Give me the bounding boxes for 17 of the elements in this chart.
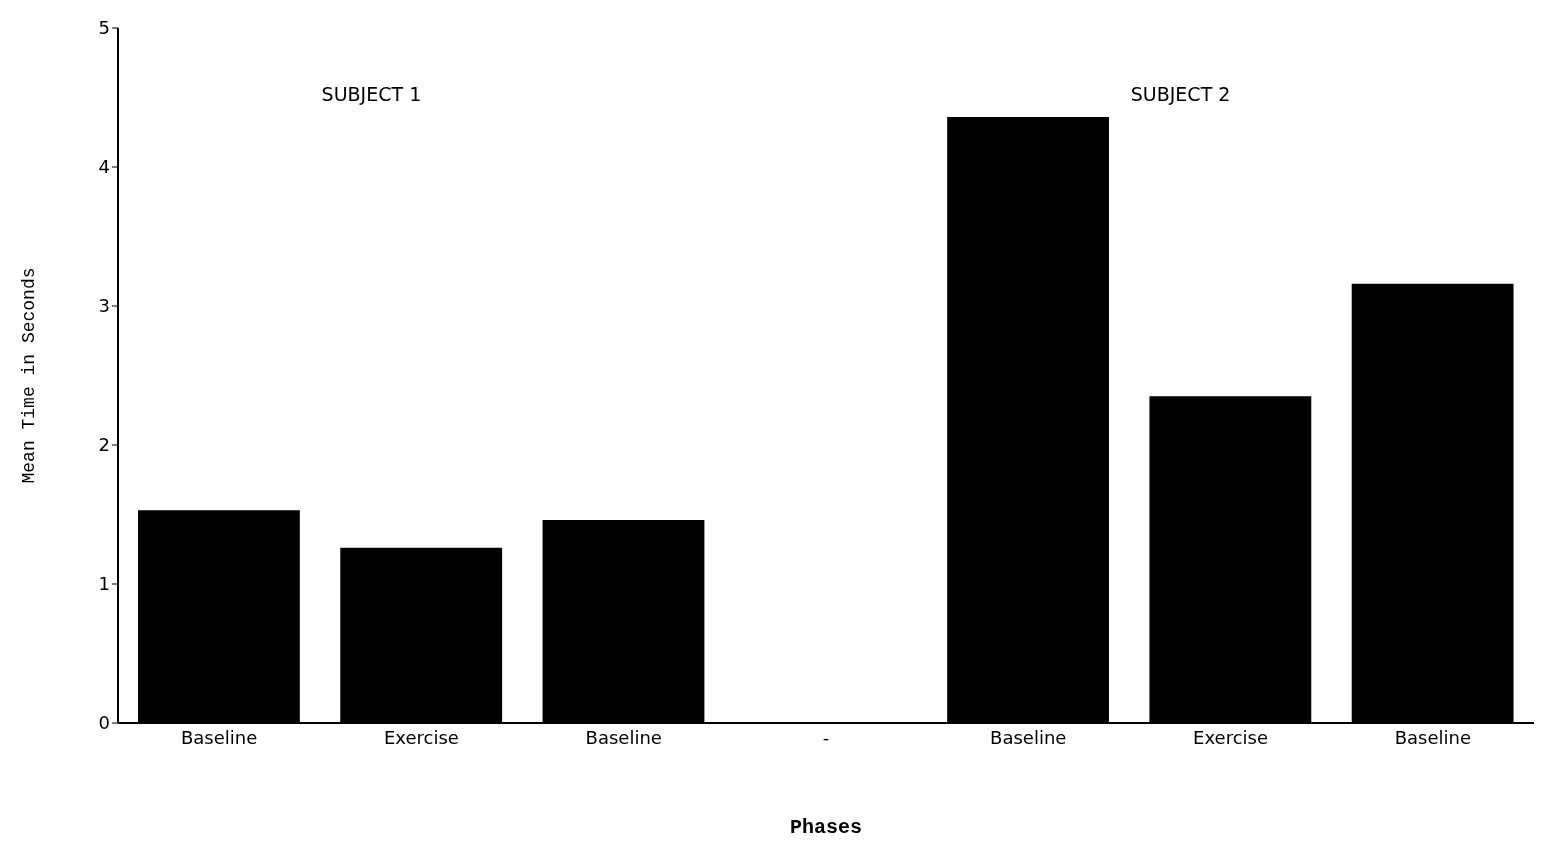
- x-tick-label: -: [822, 726, 830, 748]
- x-tick-label: Exercise: [383, 726, 459, 748]
- y-tick-label: 5: [98, 17, 110, 39]
- y-axis-title: Mean Time in Seconds: [19, 267, 40, 484]
- x-tick-label: Baseline: [180, 726, 258, 748]
- y-tick-label: 0: [98, 712, 110, 734]
- y-tick-label: 1: [98, 573, 110, 595]
- annotation: SUBJECT 1: [320, 83, 423, 105]
- x-tick-label: Exercise: [1193, 726, 1269, 748]
- x-axis-title: Phases: [789, 816, 863, 839]
- y-tick-label: 3: [98, 295, 110, 317]
- x-tick-label: Baseline: [585, 726, 662, 748]
- y-tick-label: 4: [98, 156, 110, 178]
- x-tick-label: Baseline: [990, 726, 1067, 748]
- x-tick-label: Baseline: [1394, 726, 1472, 748]
- y-tick-label: 2: [98, 434, 110, 456]
- annotation: SUBJECT 2: [1129, 83, 1232, 105]
